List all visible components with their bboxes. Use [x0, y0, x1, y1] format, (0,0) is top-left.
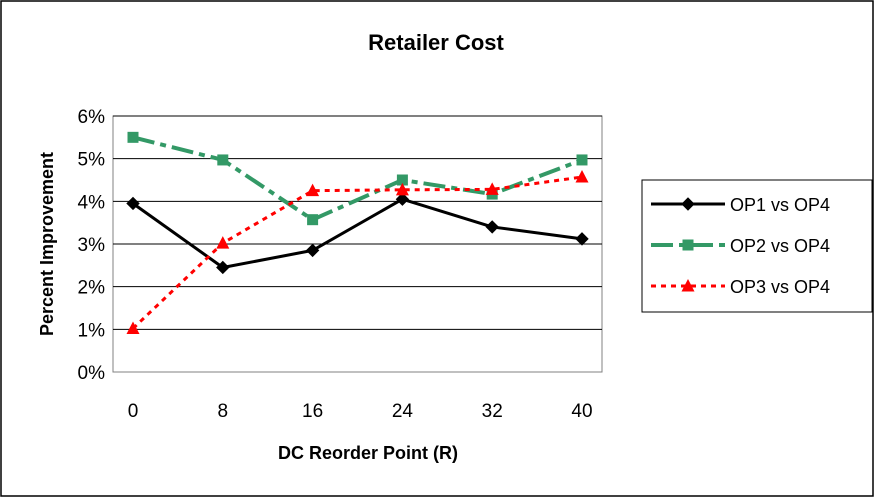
y-tick-labels: 0% 1% 2% 3% 4% 5% 6%: [78, 107, 106, 384]
y-tick-label: 0%: [78, 363, 106, 384]
y-axis-label: Percent Improvement: [37, 152, 57, 336]
data-point-marker: [396, 174, 408, 186]
data-point-marker: [485, 220, 499, 234]
series-3: [126, 170, 589, 334]
data-point-marker: [307, 214, 319, 226]
x-tick-label: 32: [482, 401, 503, 422]
legend-label: OP3 vs OP4: [730, 277, 830, 297]
x-tick-label: 24: [392, 401, 414, 422]
data-point-marker: [306, 183, 320, 197]
x-tick-labels: 0 8 16 24 32 40: [128, 401, 593, 422]
y-tick-label: 6%: [78, 107, 106, 128]
legend-marker: [681, 279, 695, 292]
data-point-marker: [216, 236, 230, 249]
x-tick-label: 40: [571, 401, 592, 422]
x-tick-label: 16: [302, 401, 323, 422]
legend-label: OP1 vs OP4: [730, 195, 830, 215]
legend-item: OP2 vs OP4: [651, 236, 830, 256]
x-tick-label: 8: [218, 401, 229, 422]
x-axis-label: DC Reorder Point (R): [278, 443, 458, 463]
data-point-marker: [395, 192, 410, 206]
data-point-marker: [576, 154, 588, 166]
chart-title: Retailer Cost: [368, 30, 504, 55]
y-tick-label: 2%: [78, 278, 106, 299]
series-line: [131, 175, 583, 330]
data-point-marker: [395, 182, 409, 196]
legend-marker: [681, 197, 695, 211]
legend-marker: [682, 239, 694, 251]
data-point-marker: [485, 182, 499, 195]
y-tick-label: 1%: [78, 320, 106, 341]
y-tick-label: 3%: [78, 235, 106, 256]
legend-item: OP3 vs OP4: [651, 277, 830, 297]
x-tick-label: 0: [128, 401, 139, 422]
data-point-marker: [305, 243, 320, 258]
gridlines: [113, 115, 602, 330]
data-point-marker: [216, 260, 230, 275]
legend: OP1 vs OP4 OP2 vs OP4 OP3 vs OP4: [651, 195, 830, 297]
legend-label: OP2 vs OP4: [730, 236, 830, 256]
y-tick-label: 4%: [78, 192, 106, 213]
data-point-marker: [575, 170, 589, 183]
legend-item: OP1 vs OP4: [651, 195, 830, 215]
y-tick-label: 5%: [78, 150, 106, 171]
data-point-marker: [217, 154, 229, 166]
data-point-marker: [575, 232, 589, 246]
series-lines: [126, 131, 589, 334]
data-point-marker: [127, 131, 139, 143]
data-point-marker: [126, 196, 140, 211]
data-point-marker: [126, 321, 140, 334]
